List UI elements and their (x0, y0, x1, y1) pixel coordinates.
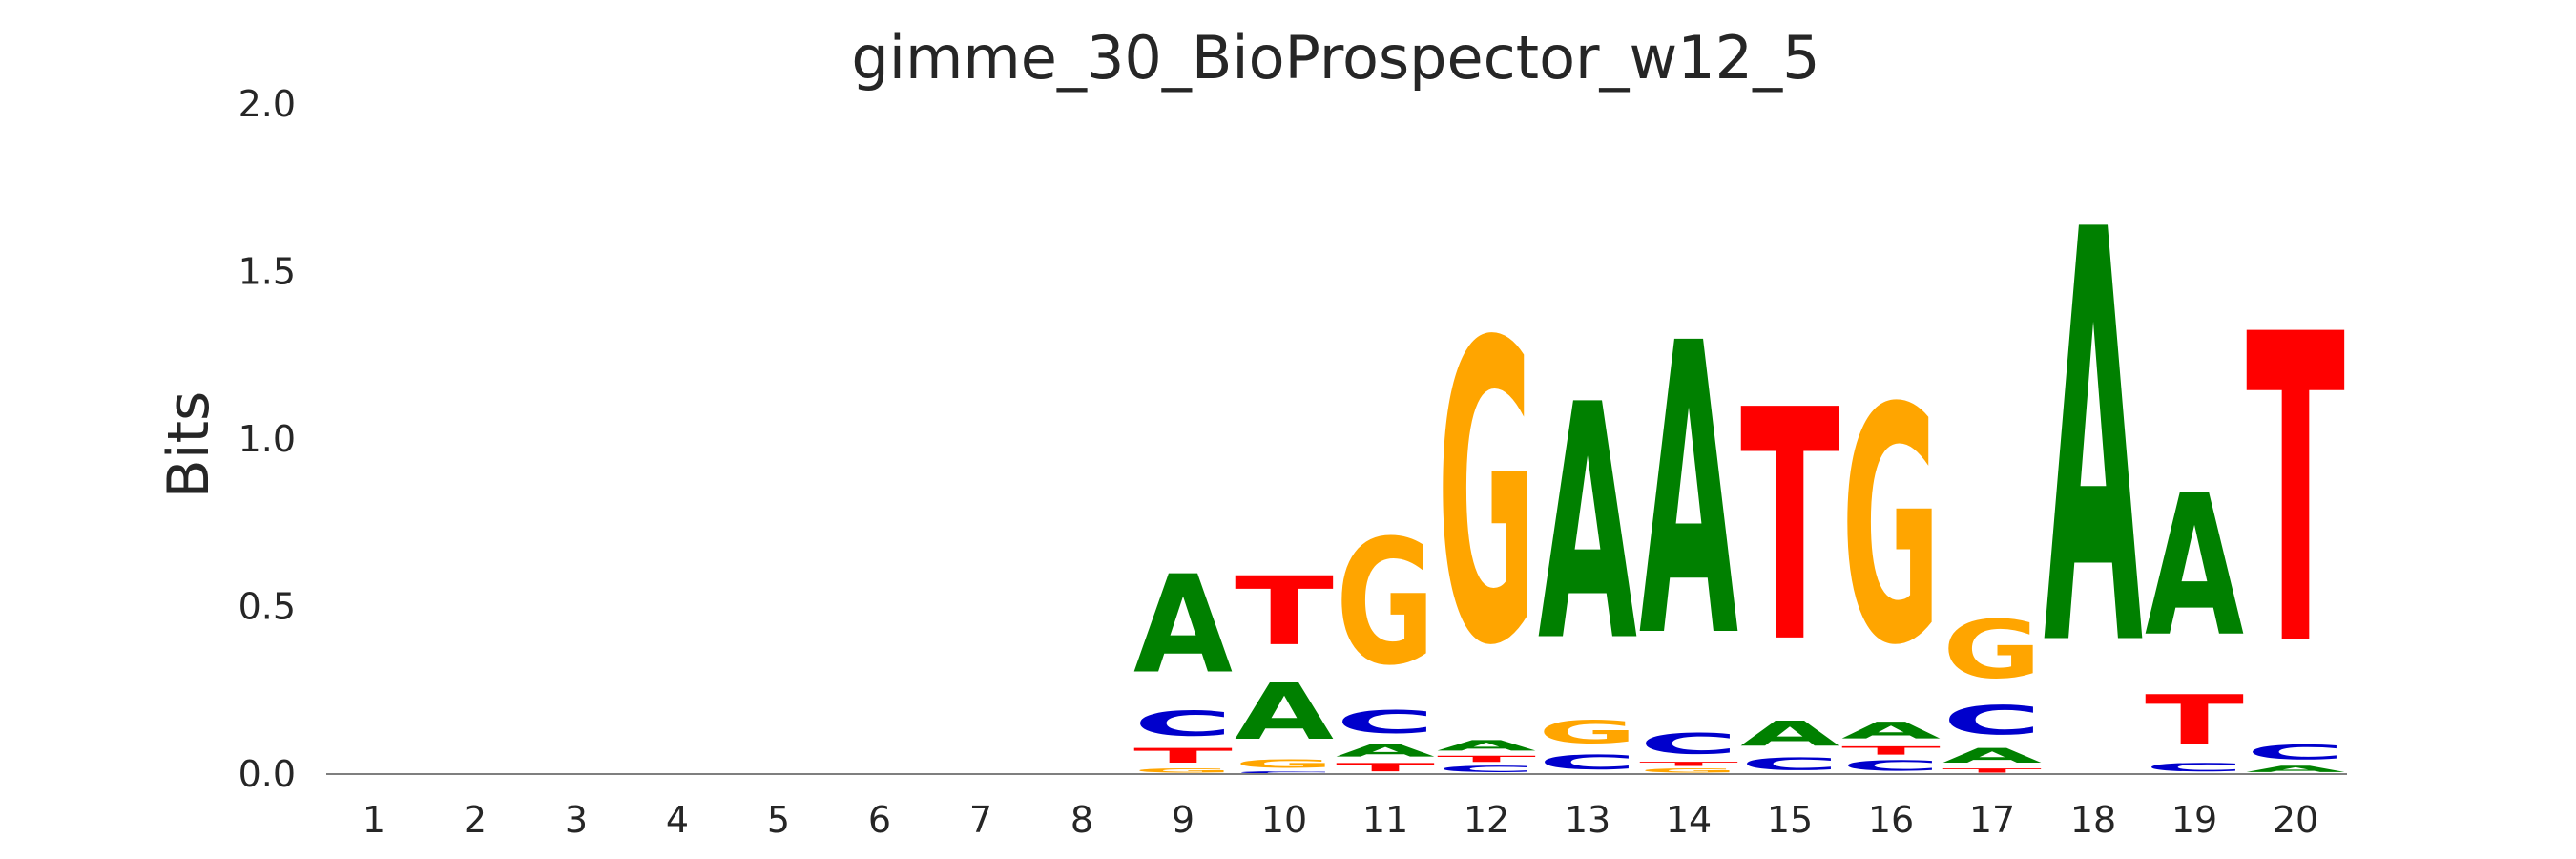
x-tick-label: 11 (1362, 799, 1408, 841)
logo-letter-a: A (2044, 112, 2144, 772)
logo-letter-c: C (1639, 727, 1738, 761)
chart-title: gimme_30_BioProspector_w12_5 (851, 23, 1819, 93)
logo-letter-a: A (1437, 737, 1536, 754)
logo-letter-a: A (1841, 717, 1941, 744)
logo-letter-t: T (2145, 681, 2244, 761)
logo-letter-g: G (1235, 758, 1334, 771)
x-tick-label: 18 (2070, 799, 2116, 841)
x-tick-label: 8 (1070, 799, 1093, 841)
logo-letter-a: A (2246, 765, 2345, 774)
logo-letter-g: G (1942, 604, 2042, 698)
y-axis-label: Bits (156, 391, 222, 499)
logo-letter-c: C (1538, 750, 1637, 773)
y-tick-label: 2.0 (239, 83, 296, 125)
y-tick-label: 1.0 (239, 418, 296, 460)
logo-letter-c: C (1841, 757, 1941, 774)
logo-letter-g: G (1437, 258, 1536, 737)
x-tick-label: 12 (1464, 799, 1509, 841)
logo-letter-t: T (1437, 754, 1536, 764)
logo-letter-t: T (1133, 744, 1233, 767)
x-tick-label: 5 (767, 799, 790, 841)
x-tick-label: 15 (1767, 799, 1813, 841)
x-tick-label: 2 (464, 799, 487, 841)
logo-letter-t: T (2246, 247, 2346, 740)
logo-letter-g: G (1336, 504, 1435, 703)
logo-letter-g: G (1841, 340, 1941, 717)
y-tick-label: 0.5 (239, 586, 296, 628)
x-tick-label: 16 (1868, 799, 1914, 841)
logo-letter-t: T (1235, 557, 1334, 667)
x-tick-label: 17 (1969, 799, 2015, 841)
logo-letter-c: C (1235, 770, 1334, 774)
logo-letter-g: G (1639, 767, 1738, 774)
x-tick-label: 14 (1666, 799, 1712, 841)
logo-letter-a: A (1538, 336, 1638, 712)
logo-letter-a: A (1336, 741, 1435, 761)
logo-letter-a: A (1235, 668, 1334, 758)
logo-letter-c: C (2145, 761, 2244, 774)
x-tick-label: 6 (868, 799, 891, 841)
y-tick-label: 0.0 (239, 753, 296, 795)
logo-letter-t: T (1740, 345, 1840, 714)
x-tick-label: 3 (565, 799, 588, 841)
logo-letter-t: T (1336, 761, 1435, 774)
x-tick-label: 13 (1565, 799, 1610, 841)
logo-letter-c: C (1336, 704, 1435, 741)
y-axis-ticks: 0.0 0.5 1.0 1.5 2.0 (239, 83, 296, 795)
x-axis-ticks: 1 2 3 4 5 6 7 8 9 10 11 12 13 14 15 16 17 18 19 20 (363, 799, 2318, 841)
x-tick-label: 1 (363, 799, 385, 841)
logo-letter-c: C (1437, 765, 1536, 774)
x-tick-label: 19 (2171, 799, 2217, 841)
x-tick-label: 9 (1172, 799, 1195, 841)
logo-letter-a: A (1740, 714, 1839, 754)
logo-letter-t: T (1942, 767, 2042, 774)
x-tick-label: 10 (1261, 799, 1307, 841)
logo-letter-a: A (1639, 260, 1739, 726)
logo-letter-t: T (1639, 761, 1738, 767)
logo-letter-a: A (2145, 453, 2244, 680)
logo-letter-t: T (1841, 744, 1941, 757)
logo-letter-a: A (1942, 744, 2042, 767)
logo-letter-c: C (1133, 704, 1233, 744)
logo-letter-c: C (1740, 754, 1839, 774)
logo-letter-g: G (1133, 767, 1233, 774)
x-tick-label: 4 (666, 799, 689, 841)
logo-letter-c: C (2246, 741, 2345, 764)
y-tick-label: 1.5 (239, 251, 296, 293)
logo-letter-a: A (1133, 547, 1233, 703)
x-tick-label: 20 (2273, 799, 2318, 841)
logo-letter-g: G (1538, 714, 1637, 751)
logo-letter-c: C (1942, 697, 2042, 744)
x-tick-label: 7 (969, 799, 992, 841)
